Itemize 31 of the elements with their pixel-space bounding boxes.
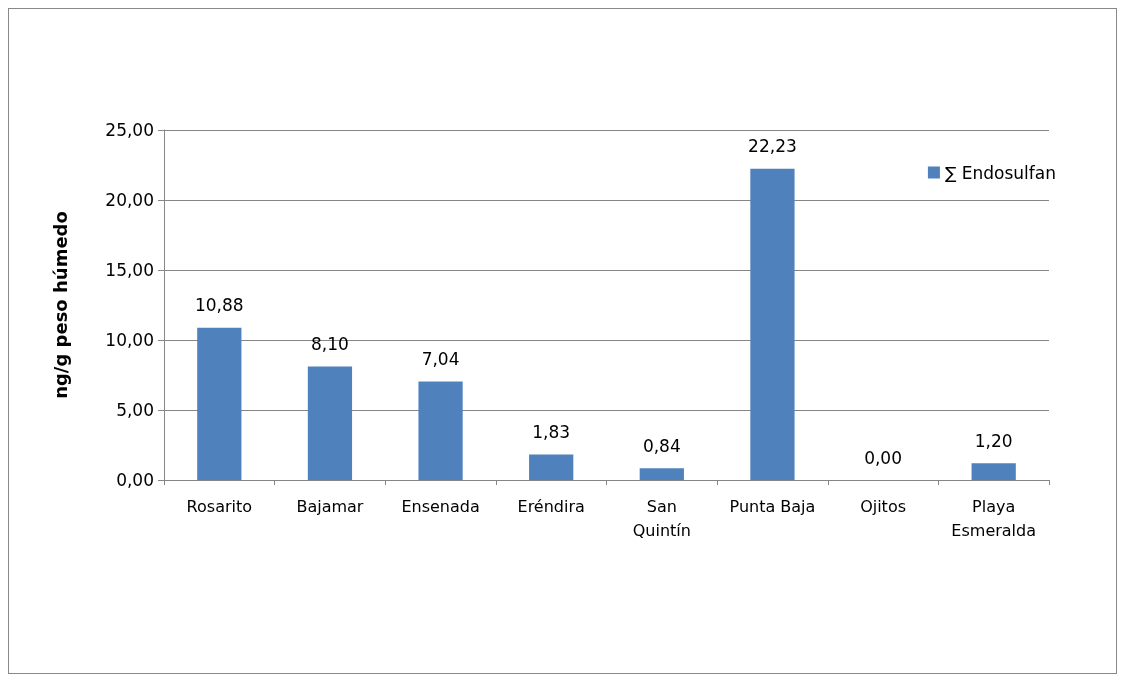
x-tick-label: Rosarito (186, 496, 253, 516)
y-tick-label: 0,00 (116, 470, 154, 490)
bar (418, 381, 463, 480)
x-tick-label: Ojitos (860, 496, 907, 516)
x-tick-label: San Quintín (632, 496, 691, 540)
data-label: 1,83 (532, 421, 571, 442)
data-label: 22,23 (748, 136, 797, 157)
y-tick-label: 25,00 (105, 120, 154, 140)
y-tick-label: 15,00 (105, 260, 154, 280)
x-tick-label: Bajamar (296, 496, 364, 516)
data-label: 8,10 (311, 334, 349, 355)
bar (197, 327, 242, 480)
bar (750, 168, 795, 480)
data-label: 0,84 (642, 435, 681, 456)
data-label: 7,04 (421, 348, 460, 369)
legend-label: ∑ Endosulfan (944, 162, 1057, 183)
bar (307, 366, 353, 480)
y-tick-label: 20,00 (105, 190, 154, 210)
bar (639, 468, 684, 480)
x-tick-label: Eréndira (517, 496, 585, 516)
data-label: 10,88 (194, 295, 244, 316)
x-tick-label: Ensenada (401, 496, 480, 516)
y-axis-title: ng/g peso húmedo (49, 211, 71, 399)
x-tick-label: Playa Esmeralda (951, 496, 1037, 540)
y-tick-label: 10,00 (105, 330, 154, 350)
data-label: 0,00 (864, 447, 902, 468)
x-tick-label: Punta Baja (729, 496, 816, 516)
data-label: 1,20 (974, 430, 1013, 451)
bar (529, 454, 574, 480)
bar (971, 463, 1016, 480)
y-tick-label: 5,00 (116, 400, 154, 420)
